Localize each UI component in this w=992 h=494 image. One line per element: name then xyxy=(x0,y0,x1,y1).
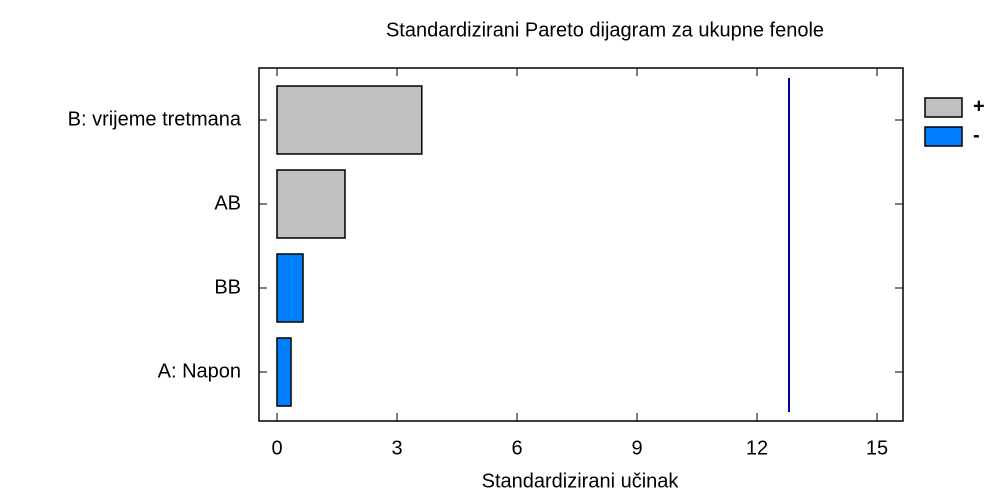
x-tick-label: 3 xyxy=(391,437,402,459)
y-tick-label: BB xyxy=(214,276,241,298)
legend-label: + xyxy=(973,95,985,117)
x-tick-label: 9 xyxy=(631,437,642,459)
x-tick-label: 6 xyxy=(511,437,522,459)
y-tick-label: A: Napon xyxy=(158,360,241,382)
bar xyxy=(276,337,292,407)
x-tick-label: 15 xyxy=(866,437,888,459)
x-axis-label: Standardizirani učinak xyxy=(482,470,680,492)
x-tick-label: 0 xyxy=(271,437,282,459)
y-tick-label: B: vrijeme tretmana xyxy=(68,108,242,130)
chart-title: Standardizirani Pareto dijagram za ukupn… xyxy=(386,19,824,41)
y-tick-label: AB xyxy=(214,192,241,214)
legend-swatch xyxy=(924,126,963,147)
plot-frame xyxy=(258,67,904,422)
x-tick-label: 12 xyxy=(746,437,768,459)
legend-swatch xyxy=(924,97,963,118)
bar xyxy=(276,253,304,323)
bar xyxy=(276,85,423,155)
legend-label: - xyxy=(973,124,980,146)
bar xyxy=(276,169,346,239)
